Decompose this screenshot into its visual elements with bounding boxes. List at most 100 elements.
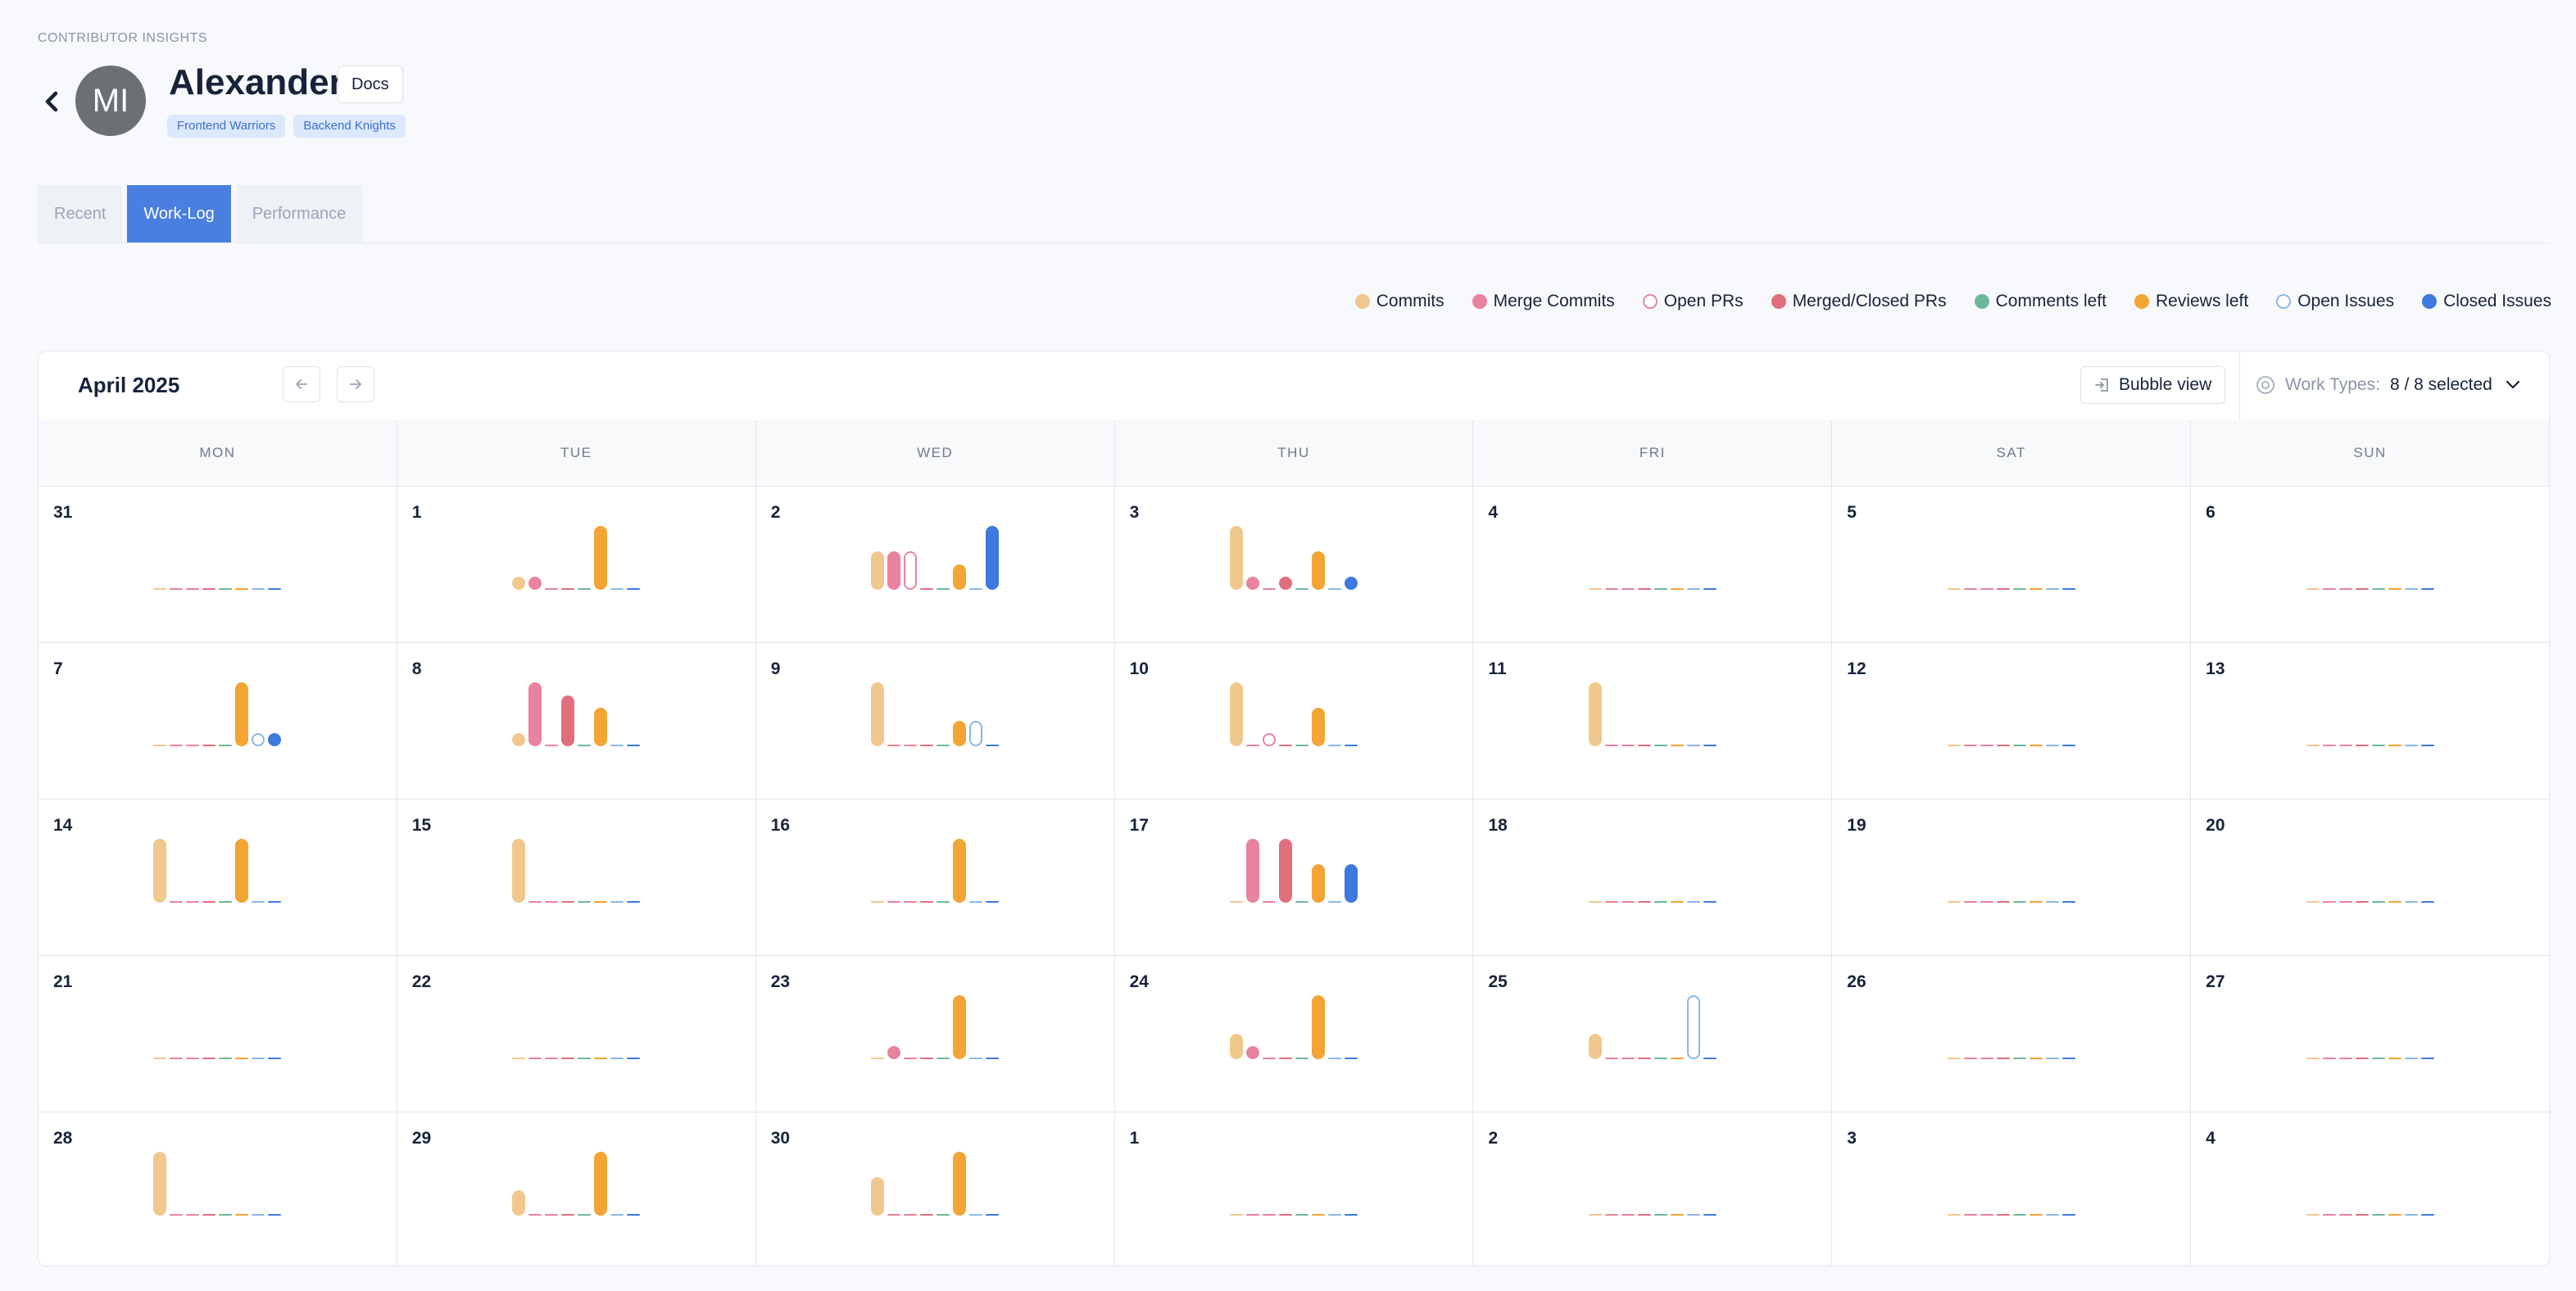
activity-bar[interactable] bbox=[1295, 901, 1308, 903]
activity-bar[interactable] bbox=[578, 745, 592, 746]
activity-bar[interactable] bbox=[2404, 588, 2418, 590]
activity-bar[interactable] bbox=[1604, 1058, 1618, 1059]
activity-bar[interactable] bbox=[1588, 901, 1602, 903]
calendar-day-cell[interactable]: 23 bbox=[756, 956, 1115, 1112]
activity-bar[interactable] bbox=[969, 1058, 983, 1059]
activity-bar[interactable] bbox=[904, 745, 918, 746]
calendar-day-cell[interactable]: 2 bbox=[756, 487, 1115, 642]
activity-bar[interactable] bbox=[2371, 588, 2385, 590]
activity-bar[interactable] bbox=[1246, 1214, 1259, 1216]
activity-bar[interactable] bbox=[937, 901, 950, 903]
activity-bar[interactable] bbox=[1588, 682, 1602, 746]
activity-bar[interactable] bbox=[2355, 588, 2369, 590]
activity-bar[interactable] bbox=[2404, 745, 2418, 746]
activity-bar[interactable] bbox=[627, 588, 641, 590]
activity-bar[interactable] bbox=[1604, 745, 1618, 746]
activity-bar[interactable] bbox=[153, 588, 167, 590]
activity-bar[interactable] bbox=[1328, 745, 1341, 746]
activity-bar[interactable] bbox=[953, 721, 967, 746]
activity-bar[interactable] bbox=[937, 1214, 950, 1216]
activity-bar[interactable] bbox=[920, 588, 934, 590]
legend-item[interactable]: Comments left bbox=[1974, 292, 2107, 311]
activity-bar[interactable] bbox=[1588, 588, 1602, 590]
activity-bar[interactable] bbox=[2045, 588, 2059, 590]
activity-bar[interactable] bbox=[2388, 588, 2401, 590]
calendar-day-cell[interactable]: 6 bbox=[2191, 487, 2549, 642]
activity-bar[interactable] bbox=[512, 577, 526, 590]
activity-bar[interactable] bbox=[627, 901, 641, 903]
activity-bar[interactable] bbox=[512, 733, 526, 746]
activity-bar[interactable] bbox=[969, 588, 983, 590]
activity-bar[interactable] bbox=[2322, 745, 2336, 746]
activity-bar[interactable] bbox=[1621, 1058, 1635, 1059]
calendar-day-cell[interactable]: 10 bbox=[1115, 643, 1474, 799]
activity-bar[interactable] bbox=[871, 551, 885, 590]
activity-bar[interactable] bbox=[594, 1058, 608, 1059]
activity-bar[interactable] bbox=[2322, 901, 2336, 903]
activity-bar[interactable] bbox=[1345, 745, 1358, 746]
activity-bar[interactable] bbox=[1963, 588, 1977, 590]
activity-bar[interactable] bbox=[512, 1058, 526, 1059]
activity-bar[interactable] bbox=[1686, 588, 1700, 590]
activity-bar[interactable] bbox=[871, 901, 885, 903]
activity-bar[interactable] bbox=[578, 1214, 592, 1216]
activity-bar[interactable] bbox=[252, 1058, 265, 1059]
calendar-day-cell[interactable]: 13 bbox=[2191, 643, 2549, 799]
activity-bar[interactable] bbox=[1963, 901, 1977, 903]
activity-bar[interactable] bbox=[1295, 1214, 1308, 1216]
activity-bar[interactable] bbox=[1653, 1214, 1667, 1216]
legend-item[interactable]: Commits bbox=[1354, 292, 1444, 311]
activity-bar[interactable] bbox=[1670, 745, 1684, 746]
activity-bar[interactable] bbox=[2306, 745, 2320, 746]
activity-bar[interactable] bbox=[219, 745, 233, 746]
activity-bar[interactable] bbox=[1263, 733, 1276, 746]
activity-bar[interactable] bbox=[1230, 1034, 1243, 1059]
activity-bar[interactable] bbox=[2420, 1214, 2434, 1216]
activity-bar[interactable] bbox=[594, 526, 608, 590]
activity-bar[interactable] bbox=[268, 1058, 282, 1059]
team-tag[interactable]: Frontend Warriors bbox=[167, 115, 286, 138]
activity-bar[interactable] bbox=[986, 526, 1000, 590]
activity-bar[interactable] bbox=[2012, 1214, 2026, 1216]
activity-bar[interactable] bbox=[545, 1214, 559, 1216]
activity-bar[interactable] bbox=[528, 1058, 542, 1059]
bubble-view-button[interactable]: Bubble view bbox=[2080, 366, 2226, 404]
calendar-day-cell[interactable]: 9 bbox=[756, 643, 1115, 799]
activity-bar[interactable] bbox=[219, 588, 233, 590]
activity-bar[interactable] bbox=[969, 901, 983, 903]
activity-bar[interactable] bbox=[1996, 745, 2010, 746]
activity-bar[interactable] bbox=[2388, 745, 2401, 746]
back-button[interactable] bbox=[41, 85, 64, 118]
calendar-day-cell[interactable]: 15 bbox=[397, 800, 756, 955]
activity-bar[interactable] bbox=[920, 1214, 934, 1216]
activity-bar[interactable] bbox=[202, 745, 216, 746]
activity-bar[interactable] bbox=[887, 1046, 901, 1059]
activity-bar[interactable] bbox=[1947, 745, 1961, 746]
activity-bar[interactable] bbox=[1686, 1214, 1700, 1216]
calendar-day-cell[interactable]: 7 bbox=[39, 643, 397, 799]
activity-bar[interactable] bbox=[1246, 745, 1259, 746]
activity-bar[interactable] bbox=[219, 1214, 233, 1216]
prev-month-button[interactable] bbox=[283, 366, 320, 402]
activity-bar[interactable] bbox=[1947, 1214, 1961, 1216]
calendar-day-cell[interactable]: 30 bbox=[756, 1112, 1115, 1266]
activity-bar[interactable] bbox=[252, 733, 265, 746]
activity-bar[interactable] bbox=[235, 1214, 249, 1216]
activity-bar[interactable] bbox=[953, 839, 967, 903]
calendar-day-cell[interactable]: 11 bbox=[1473, 643, 1833, 799]
activity-bar[interactable] bbox=[2404, 1214, 2418, 1216]
activity-bar[interactable] bbox=[2338, 588, 2352, 590]
activity-bar[interactable] bbox=[1670, 588, 1684, 590]
activity-bar[interactable] bbox=[1963, 1058, 1977, 1059]
activity-bar[interactable] bbox=[1312, 995, 1325, 1059]
activity-bar[interactable] bbox=[1703, 1058, 1717, 1059]
activity-bar[interactable] bbox=[235, 682, 249, 746]
activity-bar[interactable] bbox=[1653, 588, 1667, 590]
activity-bar[interactable] bbox=[2306, 1214, 2320, 1216]
activity-bar[interactable] bbox=[202, 901, 216, 903]
activity-bar[interactable] bbox=[578, 588, 592, 590]
calendar-day-cell[interactable]: 25 bbox=[1473, 956, 1833, 1112]
activity-bar[interactable] bbox=[1947, 901, 1961, 903]
activity-bar[interactable] bbox=[1604, 901, 1618, 903]
legend-item[interactable]: Merge Commits bbox=[1472, 292, 1615, 311]
